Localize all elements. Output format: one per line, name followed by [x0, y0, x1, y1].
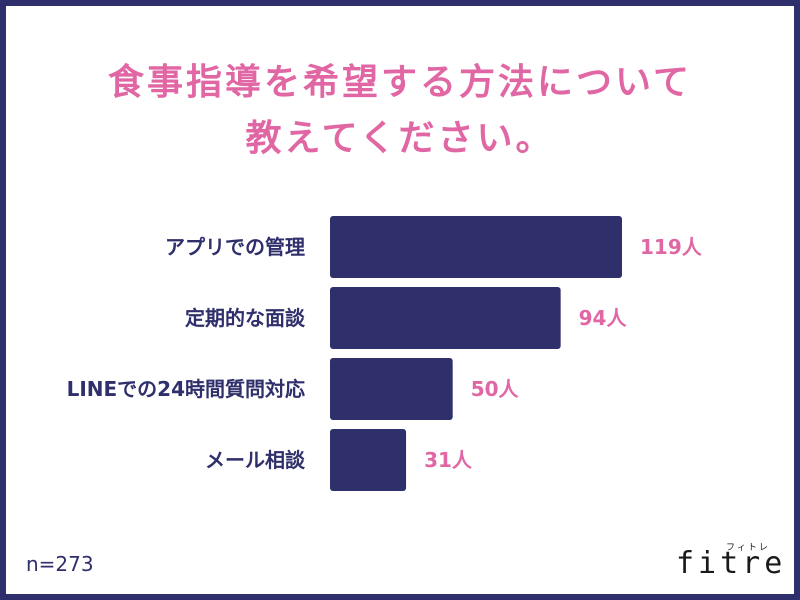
- category-label-3: メール相談: [205, 448, 306, 472]
- value-label-3: 31人: [424, 448, 473, 472]
- logo-ruby: フィトレ: [726, 543, 770, 553]
- bar-2: [330, 358, 453, 420]
- category-label-1: 定期的な面談: [185, 306, 306, 330]
- bar-1: [330, 287, 561, 349]
- title-line-1: 食事指導を希望する方法について: [108, 62, 692, 103]
- bar-0: [330, 216, 622, 278]
- value-label-2: 50人: [471, 377, 520, 401]
- fitre-logo: フィトレ fitre: [676, 540, 786, 584]
- category-label-2: LINEでの24時間質問対応: [67, 377, 305, 401]
- title-line-2: 教えてください。: [245, 118, 555, 159]
- value-label-1: 94人: [579, 306, 628, 330]
- bar-3: [330, 429, 407, 491]
- sample-size: n=273: [26, 552, 94, 576]
- logo-word: fitre: [676, 546, 787, 581]
- chart-title: 食事指導を希望する方法について 教えてください。: [0, 55, 800, 167]
- category-label-0: アプリでの管理: [165, 235, 305, 259]
- value-label-0: 119人: [640, 235, 703, 259]
